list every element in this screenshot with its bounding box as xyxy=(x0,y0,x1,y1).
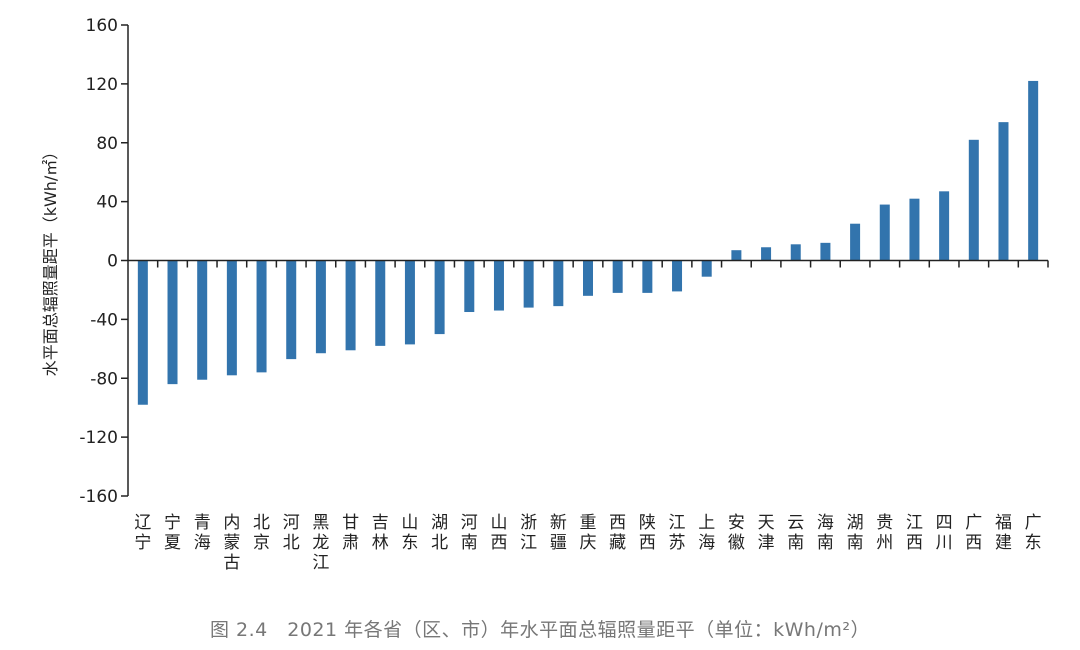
bar-西藏 xyxy=(612,260,623,293)
x-tick-label: 海南 xyxy=(817,513,834,553)
bar-江苏 xyxy=(672,260,683,292)
x-tick-label: 湖北 xyxy=(431,513,448,553)
bar-广西 xyxy=(968,139,979,261)
x-tick-label: 天津 xyxy=(758,513,775,553)
y-tick-label: 120 xyxy=(86,75,118,95)
x-tick-label: 重庆 xyxy=(580,513,597,553)
bar-湖北 xyxy=(434,260,445,335)
bar-云南 xyxy=(790,244,801,261)
x-tick-label: 河南 xyxy=(461,513,478,553)
bar-山东 xyxy=(404,260,415,345)
y-axis-label: 水平面总辐照量距平（kWh/㎡） xyxy=(41,144,60,377)
x-tick-label: 辽宁 xyxy=(134,513,151,553)
x-tick-label: 内蒙古 xyxy=(223,513,240,573)
y-tick-label: -80 xyxy=(90,369,118,389)
x-tick-label: 贵州 xyxy=(876,513,893,553)
bar-福建 xyxy=(998,122,1009,261)
bar-吉林 xyxy=(375,260,386,346)
y-tick-label: -40 xyxy=(90,310,118,330)
bar-黑龙江 xyxy=(315,260,326,354)
x-tick-label: 四川 xyxy=(936,513,953,553)
bar-江西 xyxy=(909,198,920,261)
y-tick-label: 0 xyxy=(107,252,118,272)
x-tick-label: 河北 xyxy=(283,513,300,553)
x-tick-label: 湖南 xyxy=(847,513,864,553)
x-tick-label: 宁夏 xyxy=(164,513,181,553)
x-tick-label: 西藏 xyxy=(609,513,626,553)
bar-宁夏 xyxy=(167,260,178,385)
y-tick-label: 40 xyxy=(96,193,118,213)
bar-辽宁 xyxy=(137,260,148,405)
bar-贵州 xyxy=(879,204,890,261)
figure-caption: 图 2.4 2021 年各省（区、市）年水平面总辐照量距平（单位：kWh/m²） xyxy=(209,619,870,641)
bar-山西 xyxy=(493,260,504,311)
bar-北京 xyxy=(256,260,267,373)
x-tick-label: 吉林 xyxy=(372,513,389,553)
bar-浙江 xyxy=(523,260,534,308)
bar-安徽 xyxy=(731,250,742,261)
bar-新疆 xyxy=(553,260,564,307)
bar-河南 xyxy=(464,260,475,313)
bars xyxy=(137,80,1039,405)
bar-青海 xyxy=(197,260,208,380)
x-tick-label: 上海 xyxy=(698,513,715,553)
bar-内蒙古 xyxy=(226,260,237,376)
bar-河北 xyxy=(286,260,297,360)
x-tick-label: 陕西 xyxy=(639,513,656,553)
x-tick-label: 江苏 xyxy=(669,513,686,553)
x-tick-label: 青海 xyxy=(194,513,211,553)
x-axis: 辽宁宁夏青海内蒙古北京河北黑龙江甘肃吉林山东湖北河南山西浙江新疆重庆西藏陕西江苏… xyxy=(128,259,1049,573)
y-tick-label: -160 xyxy=(79,487,118,507)
y-axis: 160 120 80 40 0 -40 -80 -120 -160 xyxy=(79,16,129,507)
x-tick-label: 安徽 xyxy=(728,513,745,553)
bar-四川 xyxy=(939,191,950,261)
x-tick-label: 北京 xyxy=(253,513,270,553)
bar-重庆 xyxy=(583,260,593,296)
bar-甘肃 xyxy=(345,260,356,351)
bar-陕西 xyxy=(642,260,653,293)
bar-chart: 160 120 80 40 0 -40 -80 -120 -160 辽宁宁夏青海内蒙古北京河北黑… xyxy=(41,16,1049,573)
x-tick-label: 江西 xyxy=(906,513,923,553)
x-tick-label: 广西 xyxy=(965,513,982,553)
x-tick-label: 新疆 xyxy=(550,513,567,553)
y-tick-label: 80 xyxy=(96,134,118,154)
bar-广东 xyxy=(1028,80,1039,261)
x-tick-label: 福建 xyxy=(995,513,1012,553)
x-tick-label: 云南 xyxy=(787,513,804,553)
x-tick-label: 山东 xyxy=(401,513,418,553)
x-tick-label: 山西 xyxy=(490,513,507,553)
bar-天津 xyxy=(761,247,772,261)
y-tick-label: -120 xyxy=(79,428,118,448)
x-tick-label: 甘肃 xyxy=(342,513,359,553)
x-tick-label: 浙江 xyxy=(520,513,537,553)
x-tick-label: 黑龙江 xyxy=(312,513,329,573)
bar-海南 xyxy=(820,242,831,261)
x-tick-label: 广东 xyxy=(1025,513,1042,553)
bar-上海 xyxy=(701,260,712,277)
bar-湖南 xyxy=(850,223,861,261)
y-tick-label: 160 xyxy=(86,16,118,36)
